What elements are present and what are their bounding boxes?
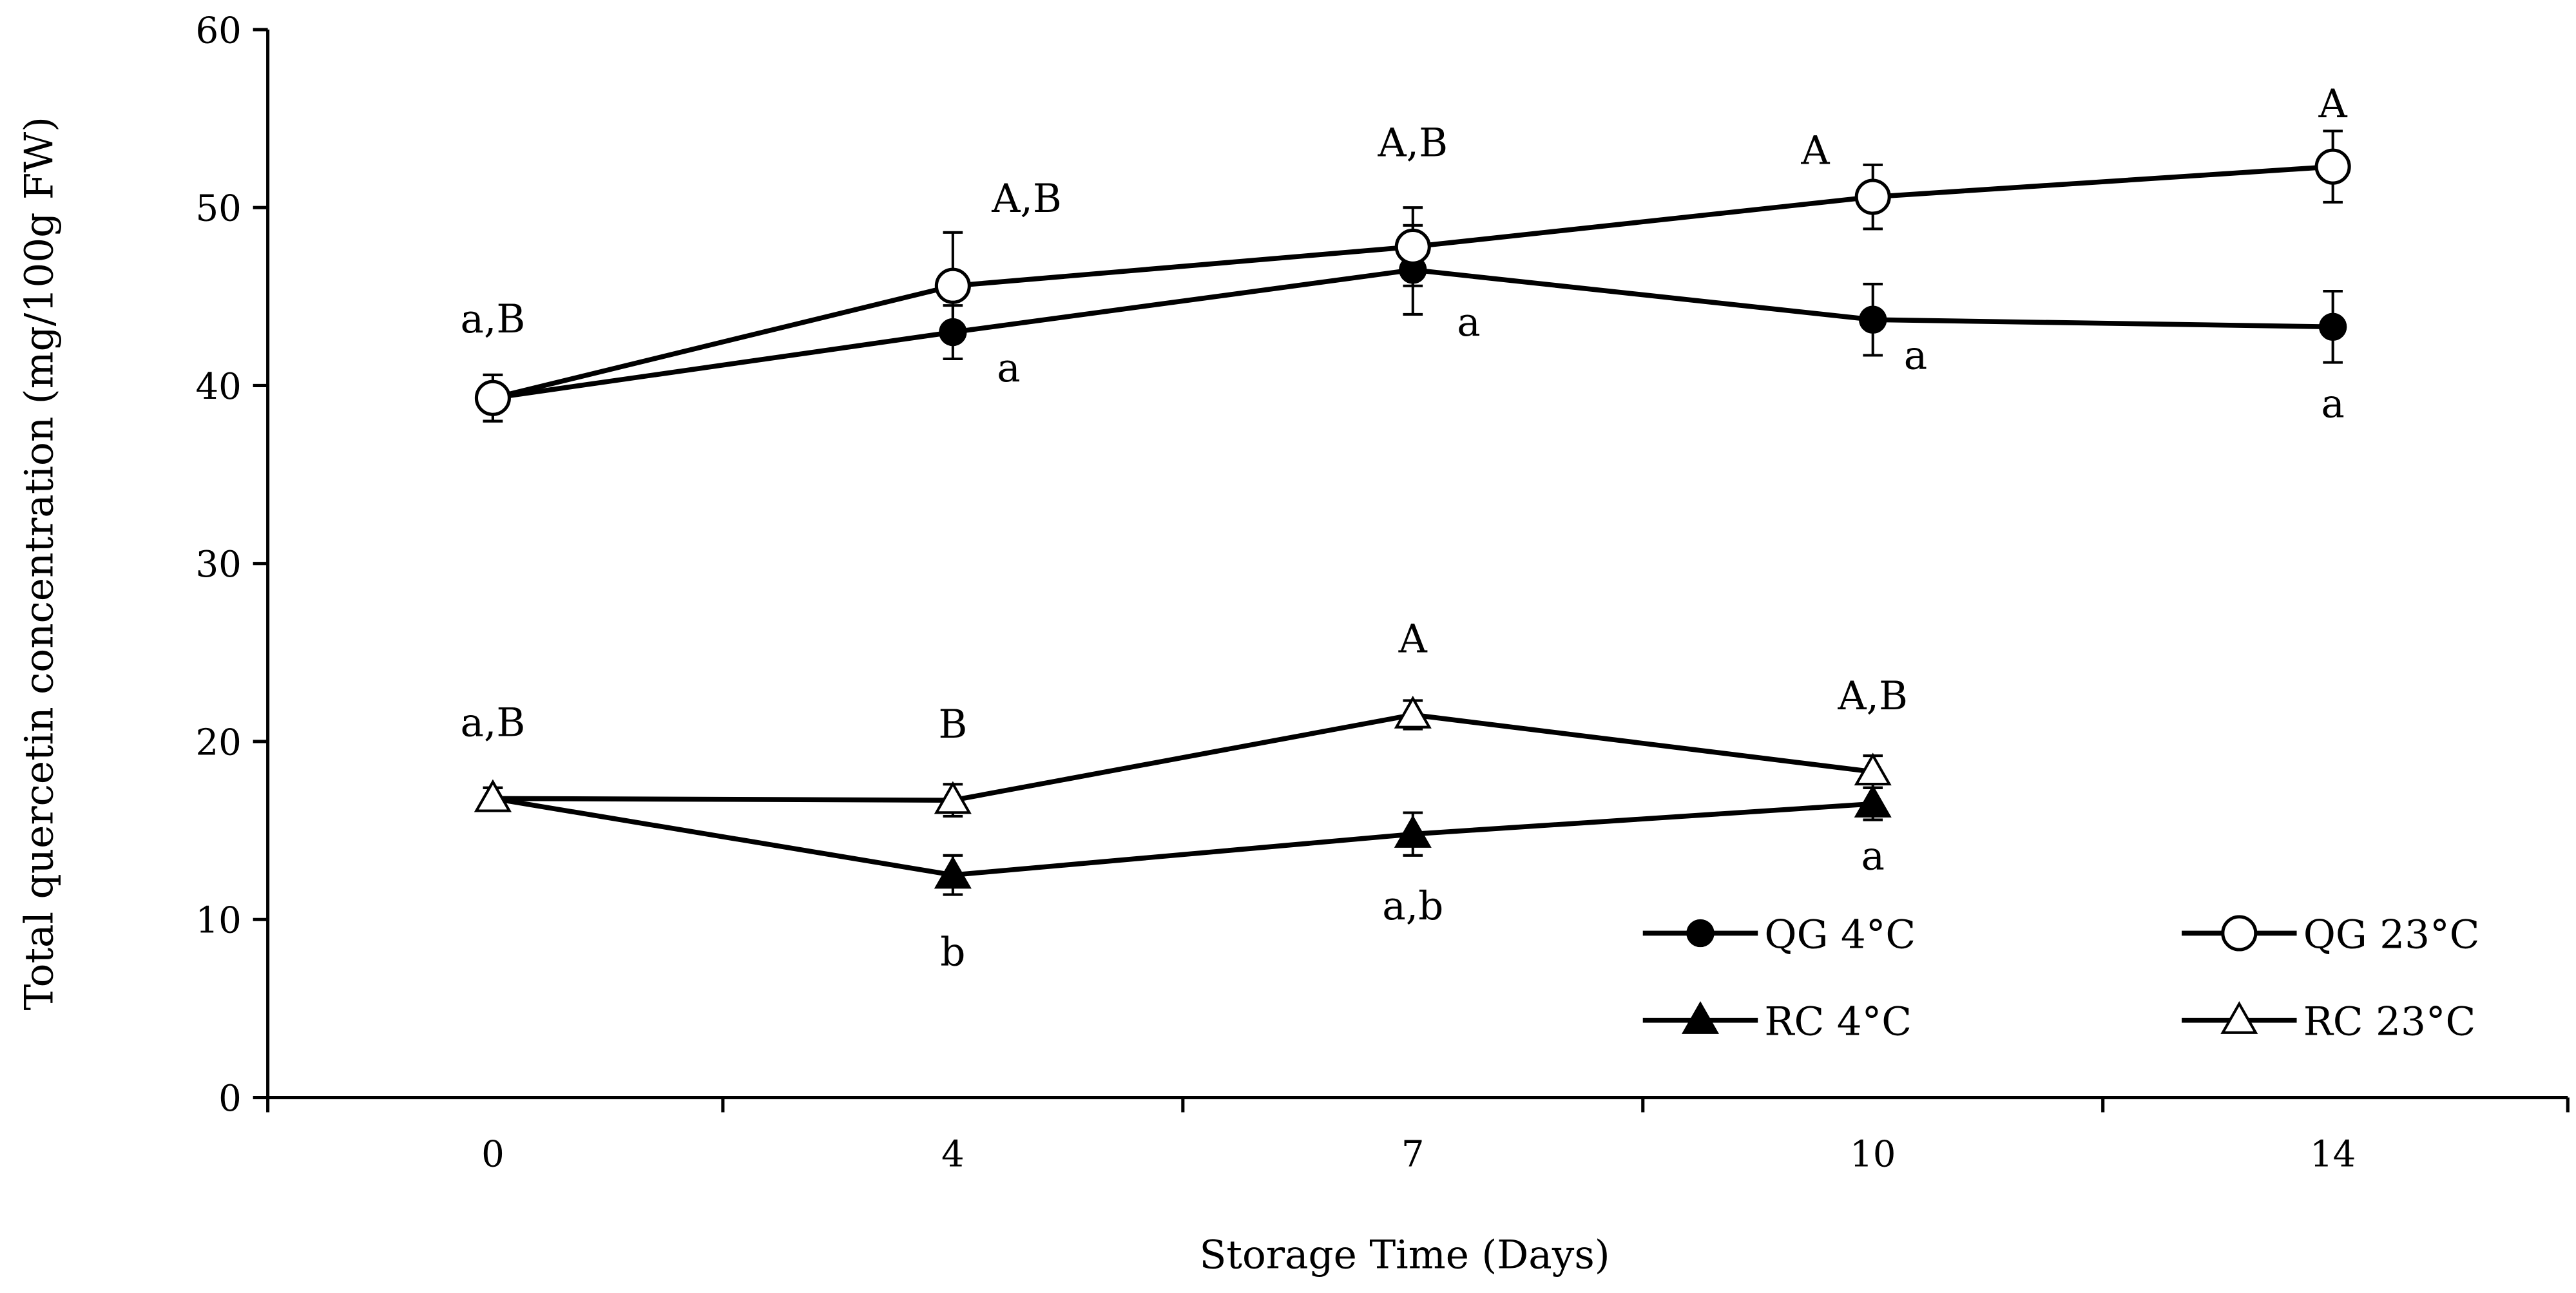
series-layer — [474, 129, 2351, 896]
x-tick-label: 10 — [1850, 1134, 1896, 1176]
data-point — [934, 781, 972, 814]
data-point — [1394, 228, 1431, 265]
significance-label: a,B — [460, 296, 525, 342]
x-axis-label: Storage Time (Days) — [1199, 1232, 1610, 1278]
significance-label: A,B — [991, 176, 1062, 222]
significance-label: a — [1904, 333, 1927, 379]
legend-marker — [1686, 919, 1715, 948]
series-qg-23-c — [474, 129, 2351, 423]
x-tick-label: 4 — [941, 1134, 965, 1176]
data-point — [1394, 695, 1432, 729]
significance-label: A — [1800, 128, 1830, 174]
y-tick-label: 30 — [195, 544, 241, 586]
x-ticks: 0 4 7 10 14 — [266, 1097, 2570, 1176]
x-tick-label: 7 — [1401, 1134, 1425, 1176]
legend-entry: RC 23°C — [2182, 999, 2475, 1045]
data-point — [934, 856, 972, 889]
significance-label: a — [2321, 381, 2344, 427]
x-tick-label: 0 — [481, 1134, 505, 1176]
significance-label: b — [940, 929, 965, 975]
data-point — [1394, 815, 1432, 848]
y-tick-label: 20 — [195, 722, 241, 763]
legend-entry: QG 4°C — [1642, 912, 1916, 957]
significance-label: A,B — [1377, 120, 1448, 166]
significance-label: a — [1861, 834, 1884, 879]
legend-marker — [2220, 1001, 2258, 1034]
y-axis-label: Total quercetin concentration (mg/100g F… — [17, 117, 62, 1011]
series-rc-23-c — [474, 695, 1892, 818]
data-point — [1854, 178, 1891, 215]
legend-entry: QG 23°C — [2182, 912, 2479, 957]
y-ticks: 0 10 20 30 40 50 60 — [195, 10, 268, 1120]
significance-label: A,B — [1837, 673, 1908, 719]
significance-label: a — [1457, 300, 1480, 345]
data-point — [1854, 785, 1892, 818]
significance-label: a,b — [1382, 883, 1443, 929]
data-point — [1859, 305, 1887, 334]
data-point — [474, 379, 511, 416]
legend-label: QG 4°C — [1764, 912, 1916, 957]
legend-label: QG 23°C — [2303, 912, 2480, 957]
annotations: a a a a a,B A,B A,B A Ab a,b a a,B B A A,B — [460, 81, 2347, 975]
legend: QG 4°C QG 23°C RC 4°C RC 23°C — [1642, 912, 2479, 1045]
x-tick-label: 14 — [2310, 1134, 2356, 1176]
data-point — [934, 267, 971, 304]
data-point — [1854, 752, 1892, 786]
significance-label: A — [1398, 617, 1428, 662]
data-point — [2318, 312, 2347, 341]
legend-label: RC 4°C — [1764, 999, 1912, 1045]
legend-marker — [2221, 915, 2258, 952]
significance-label: a,B — [460, 700, 525, 745]
legend-marker — [1681, 1001, 1719, 1034]
series-line — [492, 712, 1874, 803]
y-tick-label: 60 — [195, 10, 241, 52]
significance-label: B — [938, 702, 967, 747]
y-tick-label: 50 — [195, 188, 241, 230]
data-point — [474, 779, 512, 812]
y-tick-label: 40 — [195, 366, 241, 408]
data-point — [2314, 148, 2351, 185]
y-tick-label: 10 — [195, 900, 241, 942]
significance-label: a — [997, 345, 1020, 391]
legend-label: RC 23°C — [2303, 999, 2476, 1045]
y-tick-label: 0 — [218, 1078, 242, 1120]
series-line — [492, 796, 1873, 878]
legend-entry: RC 4°C — [1642, 999, 1912, 1045]
significance-label: A — [2318, 81, 2348, 127]
